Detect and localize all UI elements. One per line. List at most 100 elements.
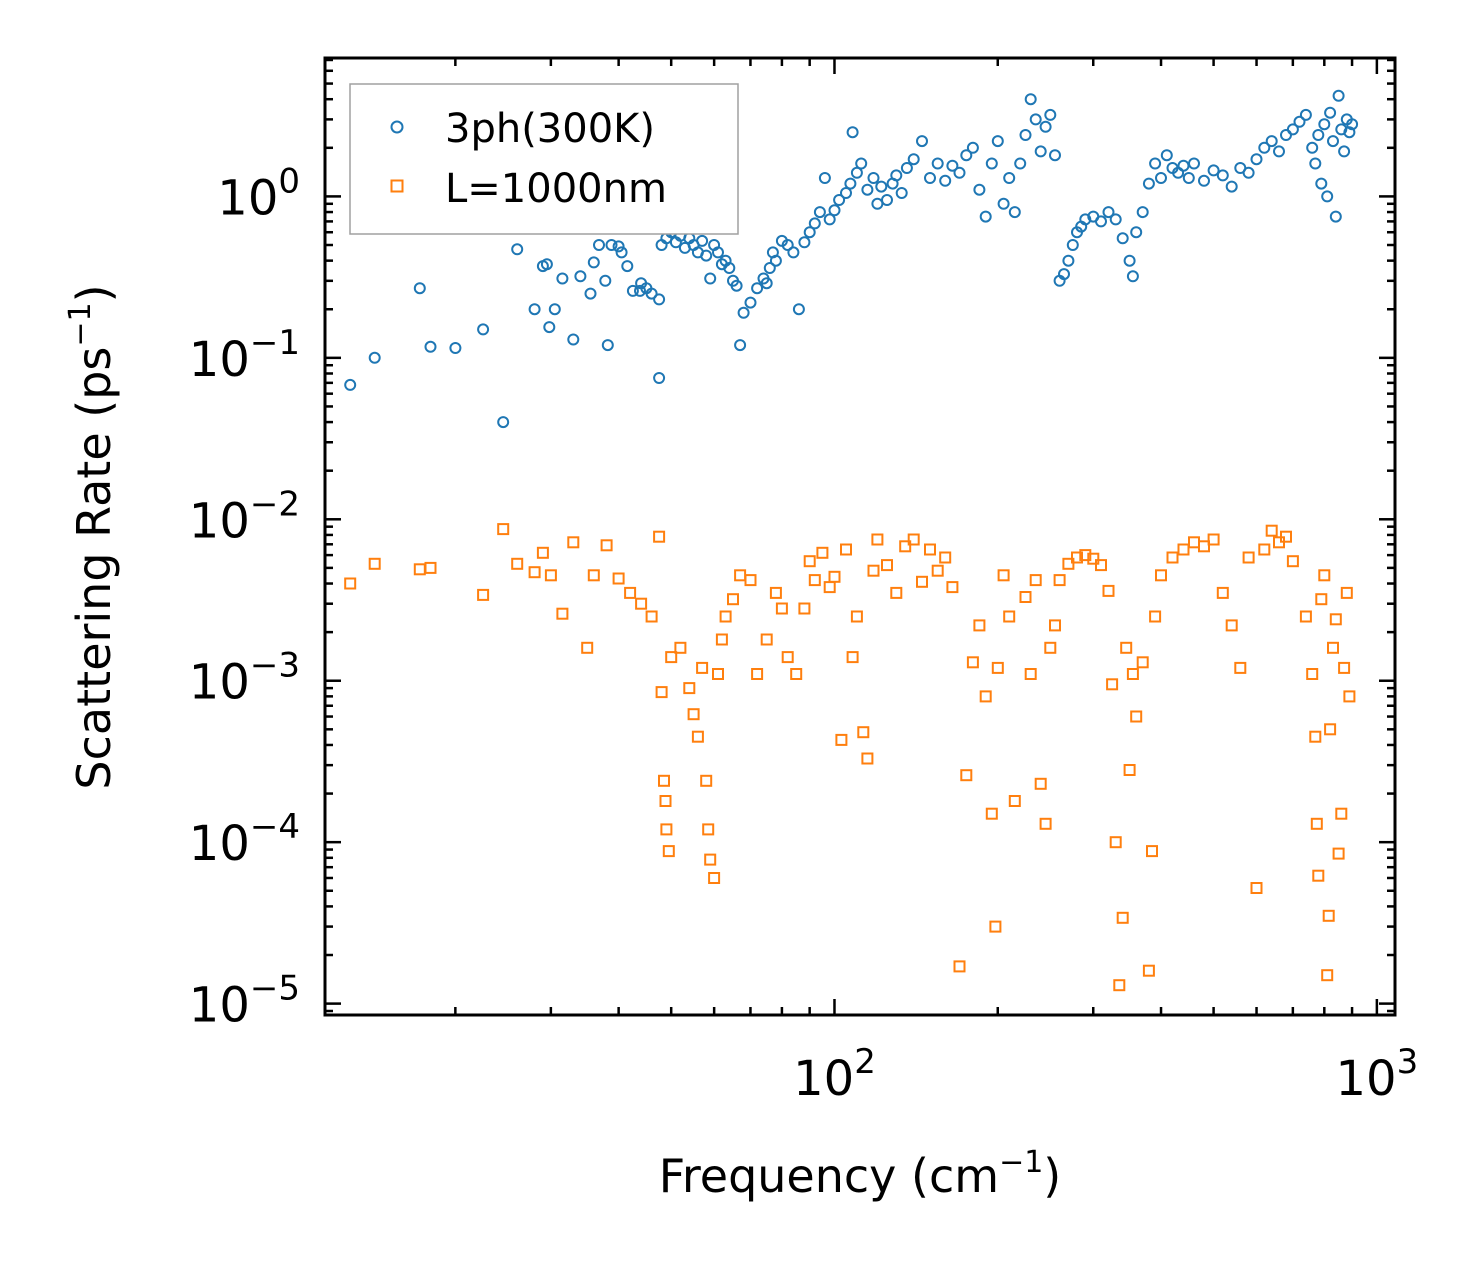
x-tick-label: 103: [1336, 1042, 1419, 1107]
data-point-l1000nm: [1044, 641, 1057, 654]
data-point-l1000nm: [1329, 613, 1342, 626]
data-point-3ph: [626, 284, 639, 297]
data-point-3ph: [997, 197, 1010, 210]
data-point-3ph: [924, 172, 936, 184]
data-point-3ph: [605, 239, 618, 251]
data-point-l1000nm: [1332, 847, 1345, 860]
data-point-3ph: [1155, 172, 1167, 184]
data-point-l1000nm: [1327, 641, 1339, 654]
y-axis-title: Scattering Rate (ps−1): [63, 284, 121, 789]
data-point-3ph: [1177, 159, 1190, 172]
data-point-l1000nm: [1109, 836, 1122, 849]
data-point-l1000nm: [1324, 723, 1337, 736]
data-point-l1000nm: [344, 577, 357, 590]
data-point-l1000nm: [655, 686, 668, 699]
data-point-3ph: [1265, 135, 1278, 148]
data-point-3ph: [1008, 206, 1021, 219]
data-point-3ph: [1258, 141, 1271, 154]
x-axis-title: Frequency (cm−1): [659, 1145, 1062, 1203]
data-point-l1000nm: [881, 559, 893, 572]
data-point-3ph: [890, 169, 903, 182]
legend-label-3ph: 3ph(300K): [445, 106, 655, 152]
data-point-l1000nm: [511, 557, 524, 570]
data-point-3ph: [1318, 118, 1331, 131]
data-point-3ph: [1182, 172, 1195, 184]
data-point-3ph: [850, 166, 863, 179]
data-point-l1000nm: [1335, 807, 1348, 820]
data-point-3ph: [1079, 213, 1092, 226]
data-point-3ph: [449, 342, 462, 354]
data-point-3ph: [1216, 169, 1229, 182]
data-point-l1000nm: [497, 523, 510, 536]
data-point-3ph: [1034, 145, 1047, 158]
data-point-l1000nm: [931, 564, 944, 577]
data-point-3ph: [1039, 120, 1052, 133]
data-point-l1000nm: [612, 572, 625, 585]
data-point-l1000nm: [1207, 533, 1220, 546]
data-point-3ph: [1329, 210, 1342, 223]
data-point-3ph: [1019, 129, 1032, 141]
data-point-l1000nm: [1095, 559, 1107, 572]
data-point-l1000nm: [1338, 661, 1351, 674]
y-tick-label: 10−2: [189, 484, 300, 549]
data-point-3ph: [712, 246, 724, 259]
data-point-3ph: [907, 153, 920, 166]
data-point-l1000nm: [1034, 777, 1047, 790]
data-point-3ph: [1312, 129, 1325, 141]
data-point-3ph: [723, 262, 736, 274]
data-point-3ph: [1324, 106, 1337, 119]
data-point-l1000nm: [1250, 882, 1263, 894]
data-point-l1000nm: [659, 795, 672, 807]
data-point-l1000nm: [1322, 909, 1335, 922]
data-point-l1000nm: [413, 563, 426, 576]
data-point-l1000nm: [989, 920, 1002, 933]
data-point-l1000nm: [1087, 552, 1100, 565]
data-point-l1000nm: [1340, 586, 1353, 599]
data-point-l1000nm: [665, 651, 678, 664]
data-point-l1000nm: [1216, 586, 1229, 599]
data-point-l1000nm: [1029, 574, 1042, 587]
data-point-l1000nm: [1265, 524, 1278, 537]
data-point-3ph: [828, 204, 841, 217]
y-tick-label: 10−1: [189, 323, 300, 388]
data-point-l1000nm: [960, 769, 973, 782]
data-point-l1000nm: [816, 546, 829, 559]
data-point-3ph: [1136, 206, 1149, 219]
data-point-3ph: [991, 135, 1004, 148]
data-point-3ph: [823, 213, 836, 226]
data-point-l1000nm: [997, 569, 1010, 582]
data-point-3ph: [1309, 157, 1322, 170]
data-point-3ph: [855, 157, 868, 170]
data-point-3ph: [781, 239, 794, 251]
x-tick-label: 102: [793, 1042, 876, 1107]
data-point-3ph: [818, 172, 831, 184]
data-point-3ph: [737, 306, 750, 319]
data-point-l1000nm: [1079, 549, 1092, 562]
data-point-l1000nm: [808, 574, 821, 587]
data-point-3ph: [424, 340, 437, 353]
data-point-3ph: [1286, 123, 1299, 136]
data-point-3ph: [543, 321, 556, 334]
data-point-3ph: [1299, 108, 1312, 121]
data-point-l1000nm: [1155, 569, 1167, 582]
data-point-3ph: [966, 141, 979, 154]
data-point-l1000nm: [857, 726, 870, 739]
data-point-l1000nm: [744, 574, 757, 587]
data-point-l1000nm: [973, 619, 986, 632]
data-point-3ph: [1109, 213, 1122, 226]
data-point-l1000nm: [1071, 551, 1083, 564]
data-point-3ph: [368, 351, 381, 364]
data-point-l1000nm: [528, 566, 541, 579]
data-point-3ph: [1343, 126, 1356, 139]
data-point-3ph: [1142, 177, 1155, 190]
data-point-l1000nm: [727, 593, 739, 606]
data-point-l1000nm: [1049, 619, 1061, 632]
data-point-l1000nm: [1126, 668, 1139, 680]
data-point-l1000nm: [660, 823, 673, 836]
data-point-3ph: [1306, 141, 1319, 154]
data-point-l1000nm: [1198, 540, 1210, 553]
data-point-l1000nm: [691, 730, 704, 743]
data-point-l1000nm: [1258, 543, 1271, 556]
y-tick-label: 10−4: [189, 807, 300, 872]
data-point-l1000nm: [734, 569, 747, 582]
